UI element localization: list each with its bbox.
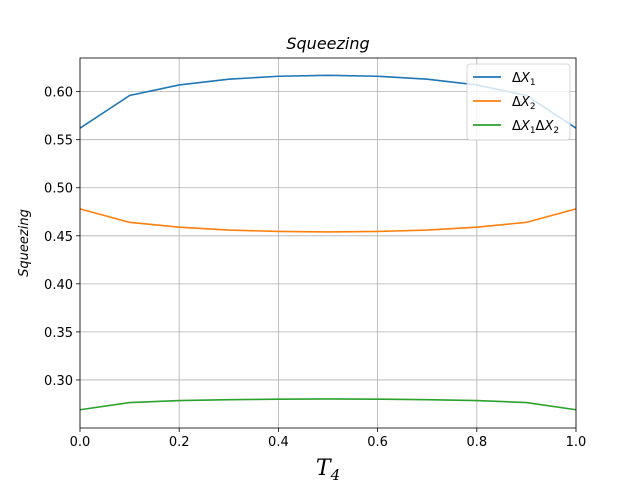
x-tick-label: 0.2 [169, 435, 190, 450]
x-tick-label: 0.0 [70, 435, 91, 450]
y-tick-label: 0.60 [44, 86, 73, 101]
x-tick-label: 1.0 [566, 435, 587, 450]
series-line-3 [79, 398, 577, 411]
legend-label: ΔX1​ [512, 71, 536, 88]
legend-label: ΔX1​ΔX2​ [512, 119, 559, 136]
plot-area: 0.0 0.2 0.4 0.6 0.8 1.0 0.30 0.35 0.40 0.45 0.50 0.… [44, 57, 587, 450]
legend-label: ΔX2​ [512, 95, 536, 112]
legend: ΔX1​ΔX2​ΔX1​ΔX2​ [466, 63, 571, 141]
x-tick-label: 0.6 [367, 435, 388, 450]
x-axis-label-sub: 4 [330, 466, 341, 480]
axes-frame [79, 57, 577, 429]
y-tick-label: 0.45 [44, 230, 73, 245]
y-tick-label: 0.50 [44, 182, 73, 197]
series-line-2 [79, 208, 577, 233]
y-tick-label: 0.35 [44, 326, 73, 341]
x-axis-label-main: T [316, 456, 333, 480]
x-tick-label: 0.4 [268, 435, 289, 450]
legend-box [466, 63, 571, 141]
y-tick-label: 0.30 [44, 374, 73, 389]
x-tick-label: 0.8 [466, 435, 487, 450]
chart-title: Squeezing [286, 34, 369, 53]
x-axis-label: T4 [316, 456, 340, 480]
y-tick-label: 0.55 [44, 134, 73, 149]
y-tick-label: 0.40 [44, 278, 73, 293]
y-axis-label: Squeezing [17, 209, 32, 277]
